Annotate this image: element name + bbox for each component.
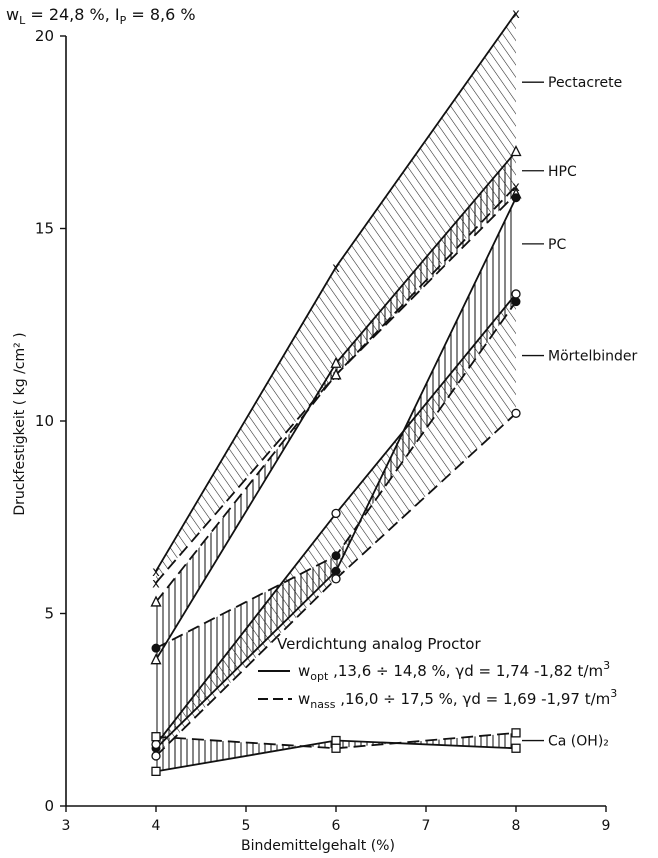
x-axis-title: Bindemittelgehalt (%) — [241, 838, 395, 854]
marker-square — [331, 735, 341, 746]
legend-entry-nass: wnass ,16,0 ÷ 17,5 %, γd = 1,69 -1,97 t/… — [298, 687, 617, 711]
marker-x: x — [332, 261, 340, 276]
header-annotation: wL = 24,8 %, IP = 8,6 % — [6, 5, 196, 27]
marker-square — [511, 743, 521, 753]
x-tick-label: 5 — [242, 818, 251, 834]
band-fill — [156, 12, 516, 583]
marker-open-circle — [151, 751, 161, 761]
y-tick-label: 0 — [44, 797, 54, 815]
band-fill — [156, 293, 516, 756]
marker-triangle — [150, 595, 162, 607]
marker-square — [331, 743, 341, 753]
marker-filled-circle — [151, 643, 161, 653]
y-tick-label: 10 — [35, 412, 54, 430]
marker-square — [151, 732, 161, 742]
y-tick-label: 20 — [35, 27, 54, 45]
x-tick-label: 9 — [602, 818, 611, 834]
y-tick-label: 15 — [35, 220, 54, 238]
series-label: Ca (OH)₂ — [548, 734, 609, 750]
marker-square — [511, 728, 521, 738]
legend-title: Verdichtung analog Proctor — [277, 635, 481, 653]
marker-x: x — [152, 565, 160, 580]
band-fill — [156, 197, 516, 749]
series-label: Mörtelbinder — [548, 349, 638, 365]
marker-triangle — [510, 145, 522, 157]
x-tick-label: 3 — [62, 818, 71, 834]
marker-open-circle — [511, 408, 521, 418]
marker-x: x — [152, 577, 160, 592]
x-tick-label: 6 — [332, 818, 341, 834]
band-fill — [156, 151, 516, 660]
x-tick-label: 4 — [152, 818, 161, 834]
marker-square — [151, 766, 161, 776]
marker-x: x — [512, 7, 520, 22]
marker-open-circle — [151, 739, 161, 750]
y-axis-title: Druckfestigkeit ( kg /cm² ) — [12, 332, 28, 515]
legend: Verdichtung analog Proctor wopt ,13,6 ÷ … — [258, 635, 617, 711]
series-label: Pectacrete — [548, 75, 622, 91]
marker-filled-circle — [511, 193, 521, 203]
series-label: PC — [548, 237, 566, 253]
series-label: HPC — [548, 164, 577, 180]
marker-triangle — [150, 653, 162, 665]
marker-x: x — [512, 180, 520, 195]
marker-triangle — [330, 356, 342, 368]
line-opt — [155, 12, 517, 572]
marker-open-circle — [511, 289, 521, 299]
y-tick-label: 5 — [44, 605, 54, 623]
marker-open-circle — [331, 574, 341, 584]
marker-filled-circle — [331, 551, 341, 561]
marker-open-circle — [331, 508, 341, 519]
marker-filled-circle — [331, 566, 341, 576]
legend-entry-opt: wopt ,13,6 ÷ 14,8 %, γd = 1,74 -1,82 t/m… — [298, 659, 610, 683]
marker-filled-circle — [511, 297, 521, 307]
x-tick-label: 8 — [512, 818, 521, 834]
band-fills — [156, 12, 516, 772]
axis-ticks: 3 4 5 6 7 8 9 0 5 10 15 20 — [35, 27, 611, 834]
series-labels: Pectacrete HPC PC Mörtelbinder Ca (OH)₂ — [522, 75, 638, 750]
series-markers: xxxxxx — [150, 7, 522, 776]
x-tick-label: 7 — [422, 818, 431, 834]
marker-triangle — [330, 368, 342, 380]
